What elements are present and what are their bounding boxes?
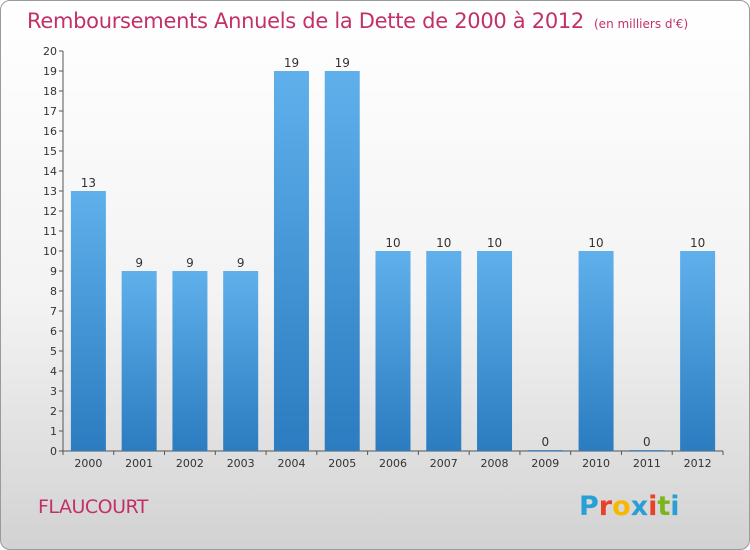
y-tick-label: 17 [43, 105, 57, 118]
data-label-2009: 0 [541, 435, 549, 449]
logo-letter: i [648, 491, 658, 522]
x-tick-label: 2001 [125, 457, 153, 470]
bar-2004[interactable] [273, 71, 309, 451]
bar-2008[interactable] [477, 251, 513, 451]
x-tick-label: 2007 [430, 457, 458, 470]
y-tick-label: 0 [50, 445, 57, 458]
y-tick-label: 1 [50, 425, 57, 438]
x-tick-label: 2012 [684, 457, 712, 470]
y-tick-label: 14 [43, 165, 57, 178]
bar-2012[interactable] [680, 251, 716, 451]
data-label-2008: 10 [487, 236, 502, 250]
x-tick-label: 2008 [481, 457, 509, 470]
x-tick-label: 2009 [531, 457, 559, 470]
data-label-2001: 9 [135, 256, 143, 270]
y-tick-label: 16 [43, 125, 57, 138]
logo-letter: r [598, 491, 613, 522]
y-tick-label: 4 [50, 365, 57, 378]
x-tick-label: 2004 [277, 457, 305, 470]
data-labels: 13 9 9 9 19 19 10 10 10 0 10 0 10 [81, 56, 706, 449]
bar-2005[interactable] [324, 71, 360, 451]
y-tick-label: 13 [43, 185, 57, 198]
data-label-2011: 0 [643, 435, 651, 449]
title-row: Remboursements Annuels de la Dette de 20… [27, 9, 688, 33]
x-tick-label: 2010 [582, 457, 610, 470]
logo-letter: o [612, 491, 631, 522]
logo-letter: x [630, 491, 649, 522]
logo-letter: P [579, 491, 599, 522]
chart-title: Remboursements Annuels de la Dette de 20… [27, 9, 584, 33]
bar-2002[interactable] [172, 271, 208, 451]
x-tick-label: 2002 [176, 457, 204, 470]
data-label-2004: 19 [284, 56, 299, 70]
bar-2007[interactable] [426, 251, 462, 451]
chart-unit: (en milliers d'€) [594, 17, 689, 31]
bar-2009[interactable] [527, 450, 563, 451]
y-tick-label: 3 [50, 385, 57, 398]
data-label-2007: 10 [436, 236, 451, 250]
logo-letter: i [670, 491, 680, 522]
data-label-2002: 9 [186, 256, 194, 270]
y-tick-label: 20 [43, 45, 57, 58]
data-label-2003: 9 [237, 256, 245, 270]
data-label-2006: 10 [385, 236, 400, 250]
x-tick-label: 2011 [633, 457, 661, 470]
y-tick-label: 10 [43, 245, 57, 258]
logo-letter: t [657, 491, 671, 522]
x-tick-label: 2000 [74, 457, 102, 470]
data-label-2000: 13 [81, 176, 96, 190]
y-tick-label: 19 [43, 65, 57, 78]
bar-2010[interactable] [578, 251, 614, 451]
commune-name: FLAUCOURT [38, 496, 148, 518]
y-tick-label: 2 [50, 405, 57, 418]
y-tick-label: 8 [50, 285, 57, 298]
data-label-2012: 10 [690, 236, 705, 250]
y-tick-label: 18 [43, 85, 57, 98]
x-tick-label: 2005 [328, 457, 356, 470]
x-tick-label: 2003 [227, 457, 255, 470]
x-tick-label: 2006 [379, 457, 407, 470]
bar-2003[interactable] [223, 271, 259, 451]
bar-2011[interactable] [629, 450, 665, 451]
proxiti-logo[interactable]: Proxiti [579, 491, 680, 522]
y-tick-label: 6 [50, 325, 57, 338]
bar-2000[interactable] [70, 191, 106, 451]
y-tick-label: 7 [50, 305, 57, 318]
y-tick-label: 5 [50, 345, 57, 358]
x-axis: 2000 2001 2002 2003 2004 2005 2006 2007 2008 2009… [62, 450, 724, 470]
y-tick-label: 9 [50, 265, 57, 278]
y-tick-label: 11 [43, 225, 57, 238]
bar-2001[interactable] [121, 271, 157, 451]
bar-2006[interactable] [375, 251, 411, 451]
y-tick-label: 12 [43, 205, 57, 218]
y-tick-label: 15 [43, 145, 57, 158]
bars [70, 71, 716, 451]
data-label-2005: 19 [335, 56, 350, 70]
data-label-2010: 10 [588, 236, 603, 250]
